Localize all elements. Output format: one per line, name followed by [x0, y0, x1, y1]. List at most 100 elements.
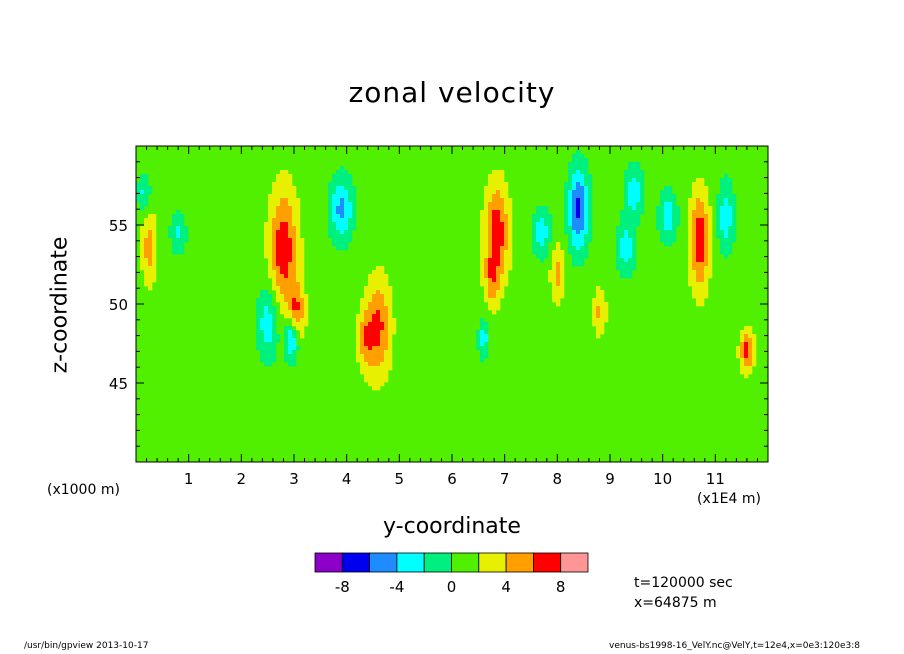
- field-cell: [640, 186, 645, 191]
- field-cell: [692, 258, 697, 263]
- field-cell: [384, 326, 389, 331]
- field-cell: [504, 194, 509, 199]
- field-cell: [544, 222, 549, 227]
- field-cell: [376, 342, 381, 347]
- field-cell: [256, 326, 261, 331]
- field-cell: [344, 214, 349, 219]
- field-cell: [380, 286, 385, 291]
- field-cell: [576, 246, 581, 251]
- field-cell: [280, 286, 285, 291]
- field-cell: [700, 210, 705, 215]
- field-cell: [500, 190, 505, 195]
- field-cell: [380, 366, 385, 371]
- field-cell: [288, 210, 293, 215]
- field-cell: [292, 238, 297, 243]
- field-cell: [704, 198, 709, 203]
- field-cell: [700, 246, 705, 251]
- field-cell: [668, 198, 673, 203]
- field-cell: [584, 226, 589, 231]
- field-cell: [716, 198, 721, 203]
- field-cell: [480, 250, 485, 255]
- field-cell: [676, 218, 681, 223]
- field-cell: [660, 234, 665, 239]
- field-cell: [372, 286, 377, 291]
- field-cell: [148, 286, 153, 291]
- field-cell: [256, 306, 261, 311]
- field-cell: [500, 278, 505, 283]
- field-cell: [288, 254, 293, 259]
- field-cell: [484, 190, 489, 195]
- field-cell: [748, 330, 753, 335]
- field-cell: [280, 298, 285, 303]
- field-cell: [264, 362, 269, 367]
- field-cell: [176, 214, 181, 219]
- field-cell: [348, 206, 353, 211]
- field-cell: [368, 298, 373, 303]
- field-cell: [280, 238, 285, 243]
- field-cell: [152, 218, 157, 223]
- field-cell: [364, 290, 369, 295]
- field-cell: [328, 202, 333, 207]
- field-cell: [280, 274, 285, 279]
- field-cell: [488, 306, 493, 311]
- field-cell: [300, 306, 305, 311]
- field-cell: [740, 358, 745, 363]
- field-cell: [380, 282, 385, 287]
- field-cell: [144, 202, 149, 207]
- x-tick-label: 10: [653, 470, 672, 488]
- field-cell: [280, 186, 285, 191]
- field-cell: [536, 210, 541, 215]
- field-cell: [708, 214, 713, 219]
- field-cell: [144, 178, 149, 183]
- field-cell: [496, 206, 501, 211]
- field-cell: [184, 230, 189, 235]
- field-cell: [580, 194, 585, 199]
- field-cell: [376, 374, 381, 379]
- field-cell: [572, 154, 577, 159]
- field-cell: [492, 230, 497, 235]
- field-cell: [268, 342, 273, 347]
- field-cell: [656, 218, 661, 223]
- field-cell: [268, 238, 273, 243]
- field-cell: [168, 226, 173, 231]
- field-cell: [492, 218, 497, 223]
- field-cell: [300, 302, 305, 307]
- x-tick-label: 8: [553, 470, 563, 488]
- field-cell: [624, 230, 629, 235]
- field-cell: [488, 186, 493, 191]
- field-cell: [736, 354, 741, 359]
- field-cell: [288, 222, 293, 227]
- x-tick-label: 6: [447, 470, 457, 488]
- field-cell: [728, 202, 733, 207]
- field-cell: [284, 202, 289, 207]
- field-cell: [372, 326, 377, 331]
- field-cell: [292, 282, 297, 287]
- field-cell: [384, 342, 389, 347]
- field-cell: [744, 350, 749, 355]
- field-cell: [488, 210, 493, 215]
- field-cell: [688, 202, 693, 207]
- field-cell: [328, 214, 333, 219]
- field-cell: [264, 230, 269, 235]
- field-cell: [140, 174, 145, 179]
- field-cell: [304, 306, 309, 311]
- field-cell: [264, 222, 269, 227]
- field-cell: [296, 246, 301, 251]
- colorbar-tick-label: 4: [501, 578, 511, 596]
- field-cell: [504, 278, 509, 283]
- field-cell: [284, 250, 289, 255]
- field-cell: [260, 330, 265, 335]
- field-cell: [484, 218, 489, 223]
- field-cell: [544, 254, 549, 259]
- field-cell: [180, 246, 185, 251]
- field-cell: [292, 318, 297, 323]
- field-cell: [372, 366, 377, 371]
- field-cell: [152, 270, 157, 275]
- field-cell: [620, 274, 625, 279]
- field-cell: [372, 290, 377, 295]
- field-cell: [288, 266, 293, 271]
- field-cell: [372, 306, 377, 311]
- field-cell: [300, 274, 305, 279]
- field-cell: [260, 290, 265, 295]
- field-cell: [364, 358, 369, 363]
